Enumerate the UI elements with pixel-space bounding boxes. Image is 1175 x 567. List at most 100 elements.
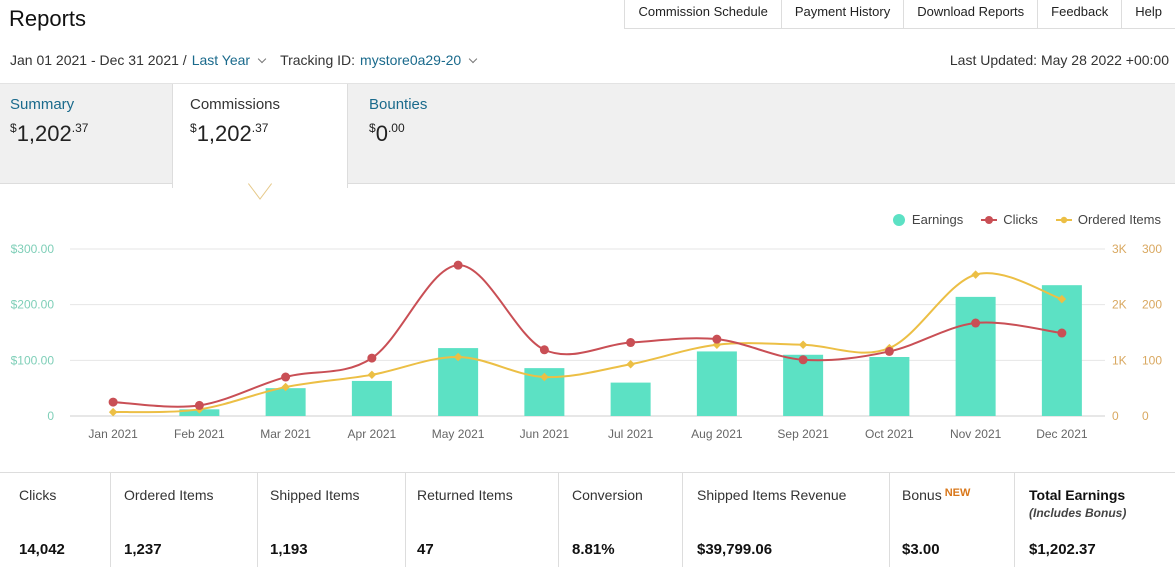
clicks-point [194, 400, 204, 410]
ordered-items-point [281, 382, 290, 392]
earnings-bar [783, 354, 824, 416]
amount-whole: 1,202 [16, 121, 72, 146]
currency-symbol: $ [190, 121, 197, 135]
tab-summary-label: Summary [10, 96, 75, 113]
stat-conversion: Conversion 8.81% [559, 473, 683, 567]
x-tick-label: Apr 2021 [348, 427, 397, 441]
earnings-bar [955, 296, 996, 416]
x-tick-label: Aug 2021 [691, 427, 743, 441]
y-left-tick-label: $200.00 [11, 298, 55, 312]
stat-value: 8.81% [572, 541, 615, 558]
earnings-bar [696, 351, 737, 416]
active-tab-pointer-icon [248, 181, 272, 200]
stat-label: Returned Items [417, 487, 513, 503]
x-tick-label: Mar 2021 [260, 427, 311, 441]
clicks-point [884, 346, 894, 356]
chevron-down-icon[interactable] [468, 54, 478, 63]
clicks-point [798, 355, 808, 365]
currency-symbol: $ [10, 121, 17, 135]
stat-total-earnings: Total Earnings (Includes Bonus) $1,202.3… [1015, 473, 1175, 567]
tab-commissions[interactable]: Commissions $1,202.37 [172, 84, 348, 188]
top-nav: Commission Schedule Payment History Down… [624, 0, 1175, 29]
filter-bar: Jan 01 2021 - Dec 31 2021 / Last Year Tr… [10, 52, 486, 68]
y-right-ordered-tick-label: 200 [1142, 298, 1162, 312]
tab-commissions-label: Commissions [190, 96, 281, 113]
commissions-amount: $1,202.37 [190, 121, 347, 147]
clicks-line [113, 264, 1062, 408]
ordered-items-point [971, 270, 980, 279]
page-title: Reports [9, 6, 87, 31]
stat-shipped-revenue: Shipped Items Revenue $39,799.06 [683, 473, 890, 567]
ordered-items-point [367, 370, 377, 380]
x-tick-label: Jun 2021 [520, 427, 570, 441]
ordered-items-line [113, 272, 1063, 414]
clicks-point [626, 338, 636, 348]
report-tabs: Summary $1,202.37 Commissions $1,202.37 … [0, 83, 1175, 188]
last-updated: Last Updated: May 28 2022 +00:00 [949, 52, 1169, 68]
stats-bar: Clicks 14,042 Ordered Items 1,237 Shippe… [0, 472, 1175, 567]
y-left-tick-label: $100.00 [11, 353, 55, 367]
bonus-label: Bonus [902, 487, 942, 503]
tab-bounties-label: Bounties [369, 96, 428, 113]
stat-value: $39,799.06 [697, 541, 773, 558]
clicks-point [281, 372, 291, 382]
legend-ordered-swatch [1055, 215, 1072, 225]
clicks-point [367, 353, 377, 363]
x-tick-label: Dec 2021 [1036, 427, 1088, 441]
legend-clicks-swatch [981, 215, 998, 225]
help-button[interactable]: Help [1121, 0, 1175, 29]
amount-cents: .37 [71, 121, 89, 135]
date-range: Jan 01 2021 - Dec 31 2021 / [10, 52, 187, 68]
clicks-point [712, 334, 722, 344]
stat-value: 14,042 [19, 541, 65, 558]
period-dropdown[interactable]: Last Year [191, 52, 251, 68]
stat-ordered-items: Ordered Items 1,237 [111, 473, 258, 567]
y-right-ordered-tick-label: 300 [1142, 242, 1162, 256]
y-right-ordered-tick-label: 0 [1142, 409, 1149, 423]
legend-earnings-label: Earnings [911, 212, 964, 227]
total-earnings-label: Total Earnings [1029, 487, 1126, 503]
amount-cents: .00 [387, 121, 405, 135]
currency-symbol: $ [369, 121, 376, 135]
x-tick-label: May 2021 [432, 427, 485, 441]
legend-earnings[interactable]: Earnings [892, 212, 964, 227]
y-right-clicks-tick-label: 2K [1112, 298, 1127, 312]
summary-amount: $1,202.37 [10, 121, 88, 147]
stat-value: 47 [417, 541, 434, 558]
tab-bounties[interactable]: Bounties $0.00 [369, 84, 427, 185]
stat-bonus: Bonus NEW $3.00 [890, 473, 1015, 567]
commission-schedule-button[interactable]: Commission Schedule [624, 0, 780, 29]
tracking-id-label: Tracking ID: [280, 52, 356, 68]
legend-clicks[interactable]: Clicks [981, 212, 1038, 227]
y-right-ordered-tick-label: 100 [1142, 353, 1162, 367]
stat-value: $3.00 [902, 541, 940, 558]
chevron-down-icon[interactable] [257, 54, 267, 63]
clicks-point [1057, 328, 1067, 338]
clicks-point [539, 345, 549, 355]
stat-returned-items: Returned Items 47 [406, 473, 559, 567]
ordered-items-point [108, 407, 118, 417]
stat-shipped-items: Shipped Items 1,193 [258, 473, 406, 567]
download-reports-button[interactable]: Download Reports [903, 0, 1037, 29]
y-right-clicks-tick-label: 1K [1112, 353, 1127, 367]
amount-whole: 0 [375, 121, 388, 146]
y-left-tick-label: $300.00 [11, 242, 55, 256]
earnings-bar [869, 356, 910, 416]
x-tick-label: Oct 2021 [865, 427, 914, 441]
stat-value: 1,237 [124, 541, 162, 558]
x-tick-label: Jul 2021 [608, 427, 654, 441]
legend-clicks-label: Clicks [1003, 212, 1038, 227]
legend-ordered-items[interactable]: Ordered Items [1055, 212, 1161, 227]
payment-history-button[interactable]: Payment History [780, 0, 903, 29]
stat-label: Bonus NEW [902, 487, 1014, 503]
tab-summary[interactable]: Summary $1,202.37 [10, 84, 88, 185]
clicks-point [108, 397, 118, 407]
earnings-bar [265, 388, 306, 416]
feedback-button[interactable]: Feedback [1037, 0, 1121, 29]
x-tick-label: Jan 2021 [88, 427, 138, 441]
ordered-items-point [453, 352, 463, 362]
legend-earnings-swatch [892, 213, 905, 226]
tracking-id-dropdown[interactable]: mystore0a29-20 [360, 52, 462, 68]
chart-legend: Earnings Clicks Ordered Items [875, 212, 1161, 227]
earnings-bar [351, 380, 392, 416]
